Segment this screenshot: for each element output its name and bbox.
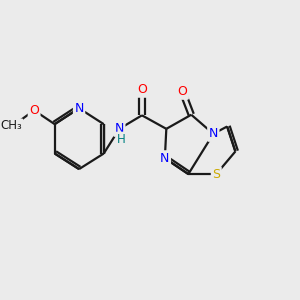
- Text: H: H: [117, 133, 125, 146]
- Text: S: S: [212, 168, 220, 181]
- Text: N: N: [115, 122, 124, 135]
- Text: O: O: [137, 83, 147, 96]
- Text: CH₃: CH₃: [0, 119, 22, 132]
- Text: O: O: [178, 85, 188, 98]
- Text: O: O: [29, 104, 39, 117]
- Text: N: N: [74, 102, 84, 115]
- Text: N: N: [160, 152, 170, 165]
- Text: N: N: [208, 127, 218, 140]
